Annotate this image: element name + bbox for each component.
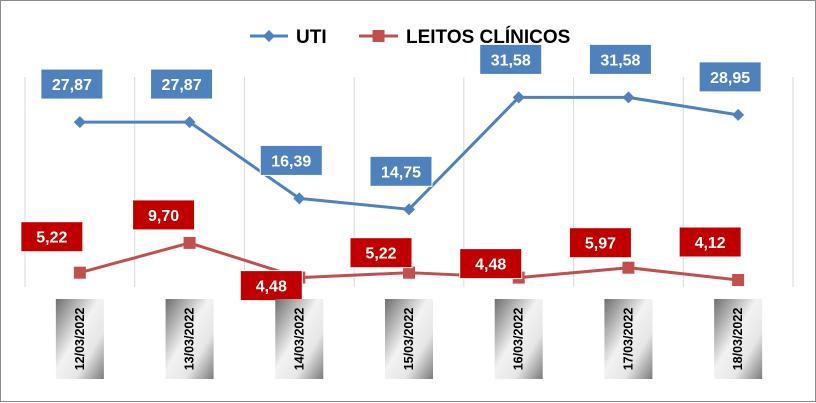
data-label-box: [150, 68, 214, 100]
data-label-leitos-clinicos-4: 4,48: [459, 248, 523, 280]
data-label-box: [678, 226, 742, 258]
legend-marker-leitos-clinicos: [372, 30, 385, 42]
data-label-leitos-clinicos-1: 9,70: [132, 199, 196, 231]
data-point-uti-6: [732, 108, 745, 121]
data-point-uti-5: [622, 91, 635, 104]
data-labels: 27,87 27,87 16,39 14,75 31,58 31,58 28,95 5,22 9…: [20, 43, 762, 302]
data-point-leitos-clinicos-5: [622, 261, 635, 274]
legend-marker-uti: [263, 30, 275, 42]
data-point-uti-2: [293, 192, 306, 205]
data-label-text: 9,70: [148, 208, 179, 225]
data-label-leitos-clinicos-3: 5,22: [349, 237, 413, 269]
x-tick-label-text: 15/03/2022: [402, 308, 416, 371]
data-point-leitos-clinicos-3: [403, 266, 415, 279]
gridlines: [24, 77, 794, 287]
data-label-leitos-clinicos-0: 5,22: [20, 221, 84, 253]
legend-item-uti: UTI: [250, 27, 327, 48]
x-tick-label-text: 12/03/2022: [73, 308, 87, 371]
data-label-box: [588, 43, 652, 75]
x-tick-label-bg: [714, 299, 763, 379]
data-label-uti-3: 14,75: [369, 155, 433, 187]
data-label-text: 31,58: [600, 52, 640, 69]
data-point-leitos-clinicos-1: [183, 236, 196, 249]
data-label-box: [479, 43, 543, 75]
data-label-box: [20, 221, 84, 253]
x-tick-label-2: 14/03/2022: [275, 299, 324, 379]
data-label-text: 14,75: [381, 164, 421, 181]
x-tick-label-text: 16/03/2022: [512, 308, 526, 371]
x-tick-label-text: 18/03/2022: [731, 308, 745, 371]
data-label-uti-0: 27,87: [40, 68, 104, 100]
data-label-text: 5,22: [365, 246, 396, 263]
x-tick-label-5: 17/03/2022: [604, 299, 653, 379]
data-label-uti-2: 16,39: [259, 144, 323, 176]
x-tick-label-0: 12/03/2022: [55, 299, 104, 379]
data-label-text: 16,39: [271, 153, 311, 170]
data-label-box: [568, 227, 632, 259]
data-label-box: [132, 199, 196, 231]
data-point-uti-1: [183, 116, 196, 129]
data-point-leitos-clinicos-0: [73, 266, 86, 279]
x-tick-label-bg: [275, 299, 324, 379]
x-tick-label-bg: [604, 299, 653, 379]
data-label-text: 27,87: [162, 77, 202, 94]
data-label-box: [349, 237, 413, 269]
data-label-box: [698, 61, 762, 93]
data-label-leitos-clinicos-2: 4,48: [239, 270, 303, 302]
data-label-box: [40, 68, 104, 100]
data-point-uti-0: [73, 116, 86, 129]
data-label-text: 28,95: [710, 70, 750, 87]
data-label-text: 27,87: [52, 77, 92, 94]
x-axis-tick-labels: 12/03/2022 13/03/2022 14/03/2022 15/03/2022…: [55, 299, 763, 379]
data-label-leitos-clinicos-6: 4,12: [678, 226, 742, 258]
x-tick-label-bg: [385, 299, 433, 379]
x-tick-label-text: 14/03/2022: [292, 308, 306, 371]
data-point-uti-3: [403, 203, 415, 216]
data-label-text: 5,97: [585, 236, 616, 253]
data-label-text: 4,12: [695, 235, 726, 252]
x-tick-label-4: 16/03/2022: [494, 299, 543, 379]
data-label-text: 31,58: [491, 52, 531, 69]
data-label-uti-1: 27,87: [150, 68, 214, 100]
x-tick-label-6: 18/03/2022: [714, 299, 763, 379]
x-tick-label-1: 13/03/2022: [165, 299, 214, 379]
data-point-uti-4: [512, 91, 525, 104]
x-tick-label-bg: [55, 299, 104, 379]
x-tick-label-text: 13/03/2022: [183, 308, 197, 371]
data-label-box: [259, 144, 323, 176]
data-label-text: 4,48: [256, 279, 287, 296]
x-tick-label-bg: [165, 299, 214, 379]
data-label-text: 4,48: [475, 257, 506, 274]
data-label-box: [239, 270, 303, 302]
legend-label-leitos-clinicos: LEITOS CLÍNICOS: [406, 26, 570, 48]
x-tick-label-bg: [494, 299, 543, 379]
series-line-uti: [79, 95, 739, 211]
data-label-uti-4: 31,58: [479, 43, 543, 75]
data-label-box: [459, 248, 523, 280]
data-point-leitos-clinicos-6: [732, 274, 745, 287]
legend-label-uti: UTI: [296, 27, 327, 48]
x-tick-label-3: 15/03/2022: [385, 299, 433, 379]
legend: UTI LEITOS CLÍNICOS: [250, 26, 570, 48]
data-label-uti-5: 31,58: [588, 43, 652, 75]
data-label-uti-6: 28,95: [698, 61, 762, 93]
data-label-box: [369, 155, 433, 187]
data-label-leitos-clinicos-5: 5,97: [568, 227, 632, 259]
legend-item-leitos-clinicos: LEITOS CLÍNICOS: [359, 26, 570, 48]
data-label-text: 5,22: [36, 230, 67, 247]
x-tick-label-text: 17/03/2022: [621, 308, 635, 371]
